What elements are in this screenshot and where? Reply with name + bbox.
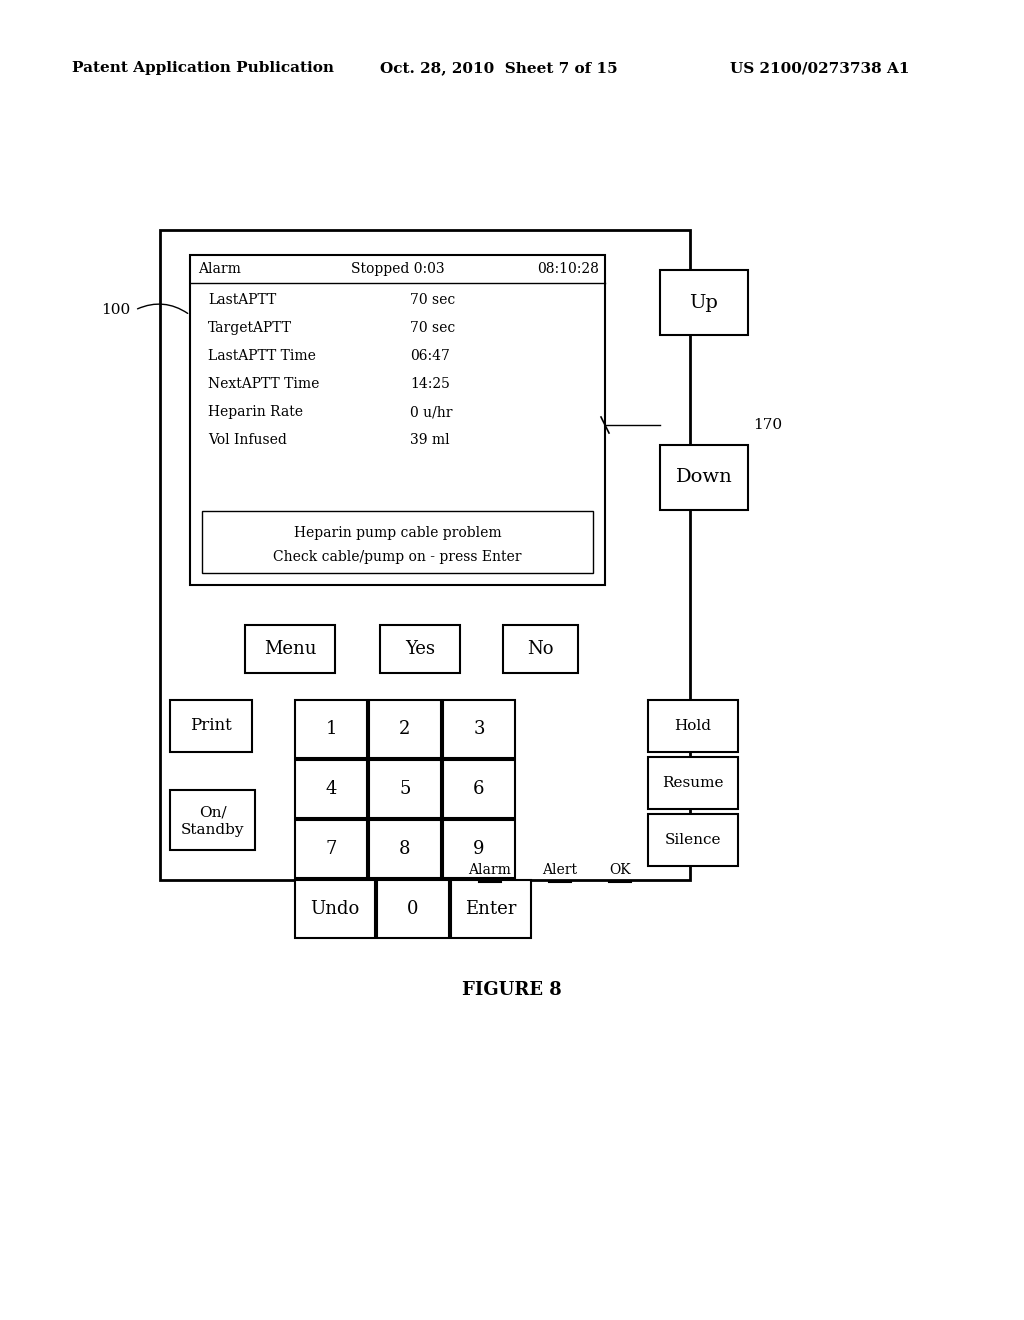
Text: Resume: Resume [663,776,724,789]
Bar [190,255,605,585]
Text: Hold: Hold [675,719,712,733]
Text: 06:47: 06:47 [410,348,450,363]
Text: 70 sec: 70 sec [410,293,456,308]
Bar [377,880,449,939]
Text: 3: 3 [473,719,484,738]
Text: 0: 0 [408,900,419,917]
Text: On/: On/ [199,805,226,818]
Bar [443,820,515,878]
Bar [170,700,252,752]
Text: OK: OK [609,863,631,876]
Bar [170,789,255,850]
Text: 170: 170 [753,418,782,432]
Text: 5: 5 [399,780,411,799]
Bar [451,880,531,939]
Text: Silence: Silence [665,833,721,847]
Text: 14:25: 14:25 [410,378,450,391]
Bar [369,760,441,818]
Text: Undo: Undo [310,900,359,917]
Text: FIGURE 8: FIGURE 8 [462,981,562,999]
Bar [648,756,738,809]
Bar [443,700,515,758]
Text: Up: Up [689,293,719,312]
Text: 8: 8 [399,840,411,858]
Bar [648,814,738,866]
Bar [295,880,375,939]
Text: Vol Infused: Vol Infused [208,433,287,447]
Text: 1: 1 [326,719,337,738]
Bar [295,820,367,878]
Text: 0 u/hr: 0 u/hr [410,405,453,418]
Text: 6: 6 [473,780,484,799]
Text: TargetAPTT: TargetAPTT [208,321,292,335]
Text: Patent Application Publication: Patent Application Publication [72,61,334,75]
Text: 7: 7 [326,840,337,858]
Text: Stopped 0:03: Stopped 0:03 [350,261,444,276]
Text: NextAPTT Time: NextAPTT Time [208,378,319,391]
Bar [660,445,748,510]
Text: Down: Down [676,469,732,487]
Text: US 2100/0273738 A1: US 2100/0273738 A1 [730,61,909,75]
Bar [295,760,367,818]
Text: Check cable/pump on - press Enter: Check cable/pump on - press Enter [273,550,522,564]
Text: 39 ml: 39 ml [410,433,450,447]
Bar [160,230,690,880]
Text: Yes: Yes [406,640,435,657]
Text: Heparin Rate: Heparin Rate [208,405,303,418]
Text: 2: 2 [399,719,411,738]
Text: Enter: Enter [465,900,517,917]
Text: Menu: Menu [264,640,316,657]
Text: 08:10:28: 08:10:28 [538,261,599,276]
Text: Heparin pump cable problem: Heparin pump cable problem [294,525,502,540]
Text: Standby: Standby [181,822,245,837]
Text: LastAPTT: LastAPTT [208,293,276,308]
Bar [648,700,738,752]
Text: Alarm: Alarm [469,863,511,876]
Text: 4: 4 [326,780,337,799]
Text: Alarm: Alarm [198,261,241,276]
Bar [202,511,593,573]
Text: 9: 9 [473,840,484,858]
Bar [369,700,441,758]
Bar [660,271,748,335]
Text: Alert: Alert [543,863,578,876]
Text: Print: Print [190,718,231,734]
Bar [380,624,460,673]
Bar [295,700,367,758]
Bar [369,820,441,878]
Bar [503,624,578,673]
Text: LastAPTT Time: LastAPTT Time [208,348,315,363]
Text: 70 sec: 70 sec [410,321,456,335]
Text: Oct. 28, 2010  Sheet 7 of 15: Oct. 28, 2010 Sheet 7 of 15 [380,61,617,75]
Bar [443,760,515,818]
Bar [245,624,335,673]
Text: No: No [526,640,553,657]
Text: 100: 100 [100,304,130,317]
